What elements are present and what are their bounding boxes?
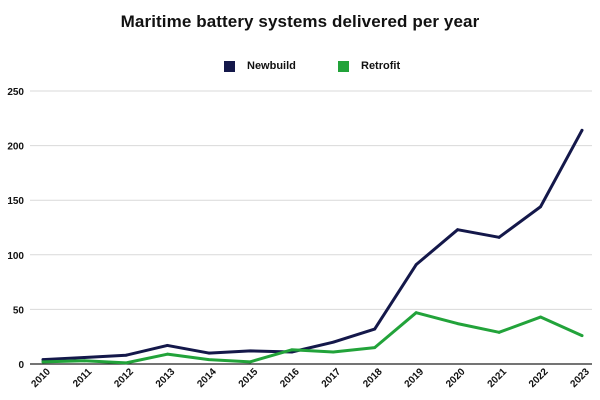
- legend-swatch-retrofit: [338, 60, 349, 72]
- y-tick-label-200: 200: [7, 142, 24, 153]
- x-tick-label-2015: 2015: [237, 366, 261, 390]
- data-point-newbuild-2013: [165, 344, 169, 347]
- data-point-newbuild-2015: [248, 349, 252, 353]
- chart-title: Maritime battery systems delivered per y…: [120, 12, 480, 31]
- data-point-newbuild-2012: [124, 353, 128, 357]
- data-point-newbuild-2023: [580, 128, 584, 132]
- data-point-retrofit-2018: [373, 346, 377, 350]
- x-tick-label-2011: 2011: [71, 366, 94, 389]
- x-tick-label-2010: 2010: [29, 366, 53, 390]
- legend-swatch-newbuild: [224, 60, 235, 72]
- x-tick-label-2012: 2012: [112, 366, 136, 390]
- x-tick-label-2018: 2018: [361, 366, 385, 390]
- series-line-retrofit: [41, 311, 584, 365]
- legend: Newbuild Retrofit: [0, 60, 600, 76]
- y-tick-label-0: 0: [18, 360, 24, 371]
- data-point-newbuild-2018: [373, 327, 377, 331]
- data-point-newbuild-2011: [83, 356, 86, 359]
- series-line-newbuild: [41, 128, 584, 362]
- data-point-newbuild-2021: [497, 235, 501, 239]
- data-point-retrofit-2012: [124, 361, 128, 365]
- x-tick-label-2019: 2019: [403, 366, 427, 390]
- data-point-newbuild-2019: [414, 263, 418, 267]
- data-point-retrofit-2013: [165, 352, 169, 356]
- data-point-newbuild-2020: [456, 228, 460, 232]
- data-point-retrofit-2021: [497, 330, 501, 334]
- legend-item-retrofit: Retrofit: [338, 60, 400, 72]
- legend-label-retrofit: Retrofit: [361, 60, 401, 72]
- x-tick-label-2023: 2023: [568, 366, 592, 390]
- data-point-newbuild-2022: [539, 205, 542, 209]
- data-point-newbuild-2017: [331, 340, 335, 344]
- data-point-retrofit-2017: [331, 350, 335, 354]
- y-tick-label-150: 150: [7, 196, 24, 207]
- y-tick-label-100: 100: [7, 251, 24, 262]
- data-point-retrofit-2020: [456, 322, 460, 325]
- x-tick-label-2013: 2013: [154, 366, 178, 390]
- data-point-retrofit-2019: [414, 311, 418, 315]
- y-tick-label-50: 50: [13, 305, 25, 316]
- data-point-retrofit-2014: [207, 358, 211, 362]
- data-point-retrofit-2016: [290, 348, 294, 352]
- legend-label-newbuild: Newbuild: [247, 60, 296, 72]
- data-point-retrofit-2023: [580, 334, 584, 338]
- data-point-retrofit-2010: [41, 360, 45, 364]
- y-tick-label-250: 250: [7, 87, 24, 98]
- x-tick-label-2021: 2021: [486, 366, 510, 390]
- data-point-retrofit-2015: [248, 360, 252, 364]
- x-tick-label-2022: 2022: [527, 366, 551, 390]
- data-point-retrofit-2022: [539, 315, 542, 319]
- x-tick-label-2017: 2017: [320, 366, 344, 390]
- x-tick-label-2020: 2020: [444, 366, 468, 390]
- x-tick-label-2016: 2016: [278, 366, 302, 390]
- x-tick-label-2014: 2014: [195, 366, 219, 390]
- data-point-newbuild-2014: [207, 351, 211, 355]
- legend-item-newbuild: Newbuild: [224, 60, 296, 72]
- data-point-retrofit-2011: [83, 359, 86, 363]
